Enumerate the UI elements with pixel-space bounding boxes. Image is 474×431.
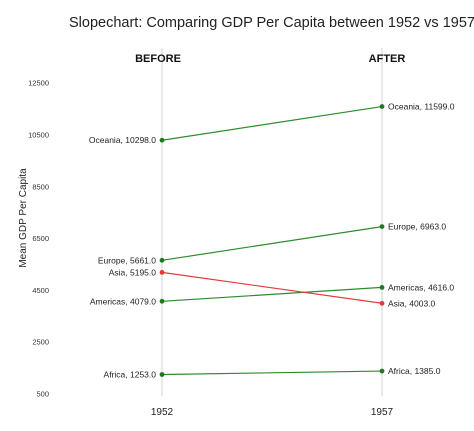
x-tick-label: 1952 [151,407,174,418]
data-point-americas [379,284,385,290]
y-tick-label: 6500 [32,234,49,243]
point-label-europe: Europe, 5661.0 [98,255,156,265]
point-label-asia: Asia, 5195.0 [109,267,157,277]
data-point-asia [159,269,165,275]
y-axis: 500 2500 4500 6500 8500 10500 12500 [28,79,49,399]
before-header: BEFORE [135,53,181,65]
y-axis-label: Mean GDP Per Capita [18,168,29,268]
series-line-europe [161,226,383,261]
y-tick-label: 10500 [28,131,49,140]
data-point-europe [159,257,165,263]
point-label-africa: Africa, 1385.0 [388,366,441,376]
point-labels: Africa, 1253.0 Africa, 1385.0 Americas, 40… [89,102,455,380]
point-label-americas: Americas, 4616.0 [388,282,454,292]
y-tick-label: 8500 [32,182,49,191]
data-point-africa [159,372,165,377]
series-line-oceania [161,105,383,141]
point-label-asia: Asia, 4003.0 [388,298,436,308]
data-point-americas [159,298,165,304]
point-label-americas: Americas, 4079.0 [90,296,156,306]
x-tick-label: 1957 [371,407,394,418]
data-point-oceania [159,137,165,143]
series-line-asia [161,271,383,304]
series-line-americas [161,286,383,302]
chart-title: Slopechart: Comparing GDP Per Capita bet… [69,15,474,31]
y-tick-label: 500 [36,390,49,399]
y-tick-label: 4500 [32,286,49,295]
after-header: AFTER [369,53,406,65]
point-label-oceania: Oceania, 11599.0 [388,102,455,112]
data-point-africa [379,368,385,374]
point-label-oceania: Oceania, 10298.0 [89,135,156,145]
point-label-africa: Africa, 1253.0 [104,369,157,379]
series-lines [159,104,385,377]
series-line-africa [161,370,383,376]
data-point-asia [379,300,385,306]
y-tick-label: 12500 [28,79,49,88]
point-label-europe: Europe, 6963.0 [388,222,446,232]
column-lines: BEFORE 1952 AFTER 1957 [135,48,405,418]
data-point-oceania [379,104,385,109]
y-tick-label: 2500 [32,338,49,347]
data-point-europe [379,224,385,230]
